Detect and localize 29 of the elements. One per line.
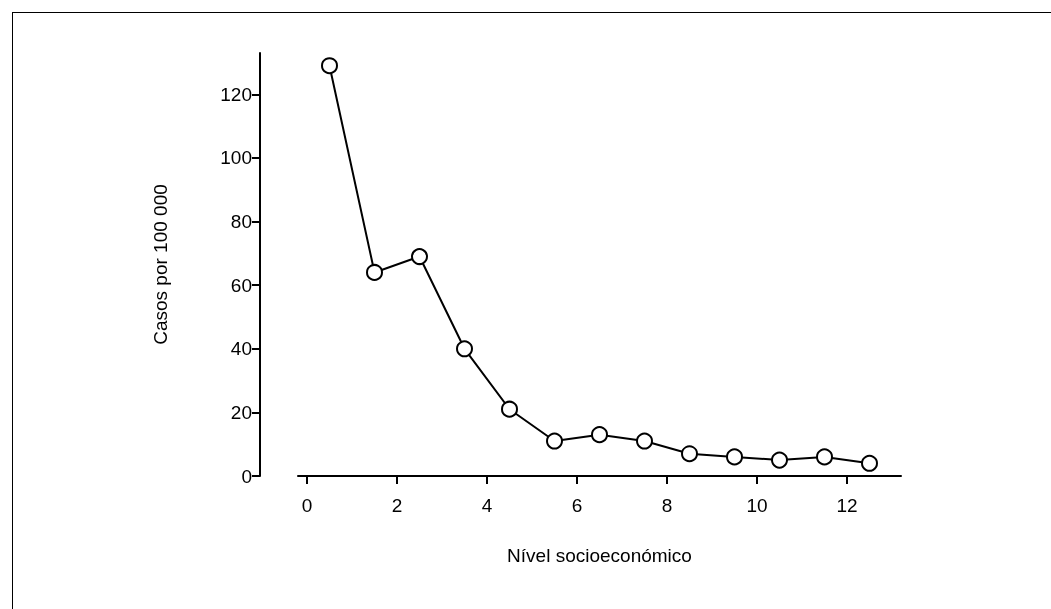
y-tick-label: 120 (220, 83, 252, 105)
point (546, 432, 563, 450)
point (726, 448, 743, 466)
x-axis-title: Nível socioeconómico (507, 545, 692, 566)
point (816, 448, 833, 466)
y-axis-title: Casos por 100 000 (150, 184, 171, 345)
x-tick-label: 10 (746, 495, 768, 516)
y-tick-label: 100 (220, 147, 252, 169)
point (681, 445, 698, 463)
point (591, 426, 608, 444)
y-tick-label: 20 (230, 401, 252, 423)
x-tick-label: 6 (571, 495, 583, 516)
x-tick-label: 2 (391, 495, 403, 516)
x-tick-label: 4 (481, 495, 493, 516)
y-tick-label: 40 (230, 338, 252, 360)
point (366, 263, 383, 281)
point (771, 451, 788, 469)
point (321, 57, 338, 75)
point (411, 248, 428, 266)
y-tick-label: 80 (230, 211, 252, 233)
point (501, 400, 518, 418)
y-tick-label: 60 (230, 274, 252, 296)
point (456, 340, 473, 358)
point (861, 454, 878, 472)
x-tick-label: 12 (836, 495, 858, 516)
point (636, 432, 653, 450)
y-tick-label: 0 (241, 465, 252, 487)
x-tick-label: 0 (301, 495, 313, 516)
x-tick-label: 8 (661, 495, 673, 516)
